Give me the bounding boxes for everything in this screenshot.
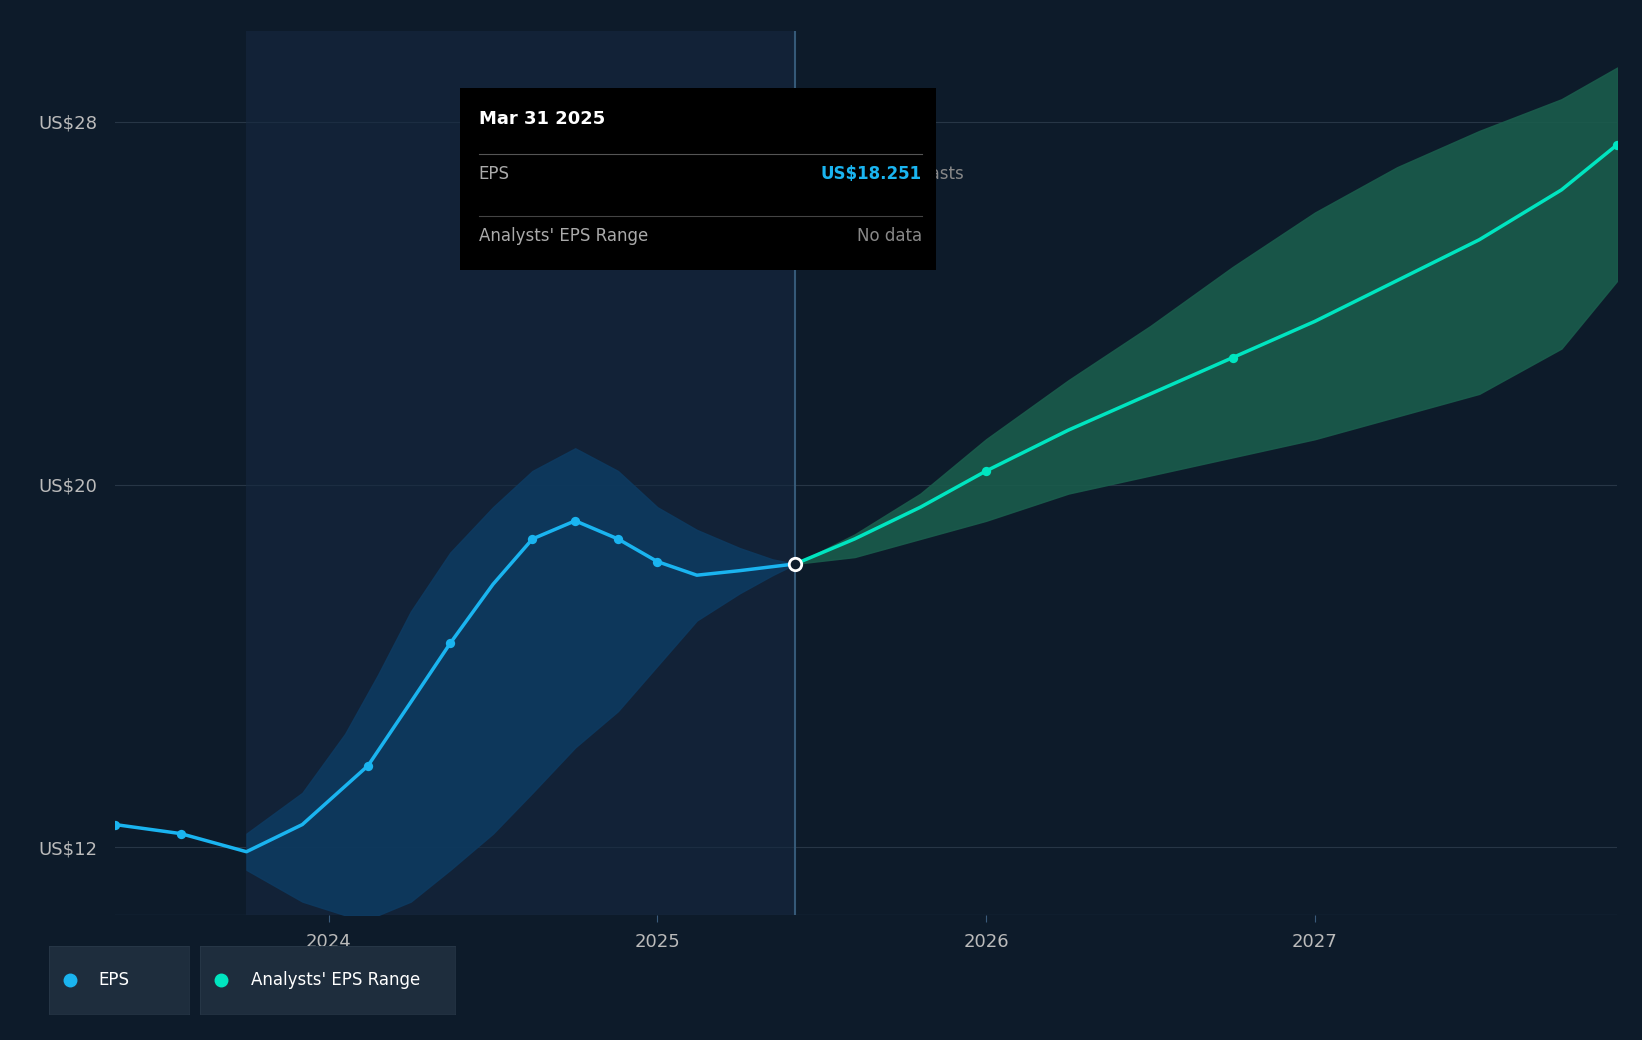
Text: EPS: EPS [99, 971, 130, 989]
Text: No data: No data [857, 227, 921, 244]
Point [519, 530, 545, 547]
Point [1604, 136, 1631, 153]
Point [644, 553, 670, 570]
Point [355, 757, 381, 774]
Point [974, 463, 1000, 479]
Point [437, 634, 463, 651]
Text: EPS: EPS [479, 164, 509, 183]
Point [782, 555, 808, 572]
Point [102, 816, 128, 833]
Bar [246, 31, 795, 915]
Point [1220, 349, 1246, 366]
Text: Analysts' EPS Range: Analysts' EPS Range [479, 227, 649, 244]
Text: Mar 31 2025: Mar 31 2025 [479, 110, 604, 128]
Text: Analysts Forecasts: Analysts Forecasts [808, 165, 964, 183]
Text: US$18.251: US$18.251 [821, 164, 921, 183]
Point [604, 530, 631, 547]
Text: Actual: Actual [722, 165, 782, 183]
Point [167, 826, 194, 842]
Text: Analysts' EPS Range: Analysts' EPS Range [251, 971, 420, 989]
Point [562, 513, 588, 529]
